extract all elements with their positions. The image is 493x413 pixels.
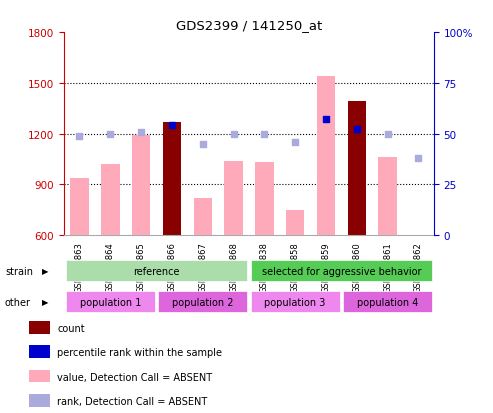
Bar — [163, 122, 181, 235]
Point — [137, 129, 145, 135]
Text: strain: strain — [5, 266, 33, 276]
Text: ▶: ▶ — [42, 266, 48, 275]
Bar — [29, 370, 50, 382]
Text: population 4: population 4 — [357, 297, 418, 307]
Bar — [286, 210, 305, 235]
Text: value, Detection Call = ABSENT: value, Detection Call = ABSENT — [57, 372, 212, 382]
Bar — [70, 178, 89, 235]
Point — [106, 131, 114, 138]
Text: population 2: population 2 — [172, 297, 234, 307]
Bar — [224, 161, 243, 235]
Bar — [193, 198, 212, 235]
Bar — [132, 136, 150, 235]
Text: selected for aggressive behavior: selected for aggressive behavior — [262, 266, 421, 276]
Point — [415, 155, 423, 162]
Point — [75, 133, 83, 140]
Bar — [29, 321, 50, 334]
Point — [199, 141, 207, 148]
Text: reference: reference — [133, 266, 180, 276]
Point — [353, 127, 361, 133]
Text: rank, Detection Call = ABSENT: rank, Detection Call = ABSENT — [57, 396, 208, 406]
Bar — [317, 77, 335, 235]
Bar — [348, 102, 366, 235]
Bar — [255, 163, 274, 235]
Bar — [158, 291, 247, 313]
Point — [384, 131, 391, 138]
Point — [168, 123, 176, 129]
Bar — [378, 158, 397, 235]
Text: percentile rank within the sample: percentile rank within the sample — [57, 347, 222, 357]
Text: population 1: population 1 — [80, 297, 141, 307]
Point — [322, 117, 330, 123]
Bar — [101, 165, 120, 235]
Point — [291, 139, 299, 146]
Text: ▶: ▶ — [42, 297, 48, 306]
Bar — [29, 394, 50, 407]
Point — [260, 131, 268, 138]
Bar — [66, 291, 155, 313]
Bar — [29, 346, 50, 358]
Text: count: count — [57, 323, 85, 333]
Bar — [343, 291, 432, 313]
Title: GDS2399 / 141250_at: GDS2399 / 141250_at — [176, 19, 322, 32]
Text: population 3: population 3 — [265, 297, 326, 307]
Bar — [250, 291, 340, 313]
Point — [230, 131, 238, 138]
Text: other: other — [5, 297, 31, 307]
Bar — [66, 260, 247, 282]
Bar — [250, 260, 432, 282]
